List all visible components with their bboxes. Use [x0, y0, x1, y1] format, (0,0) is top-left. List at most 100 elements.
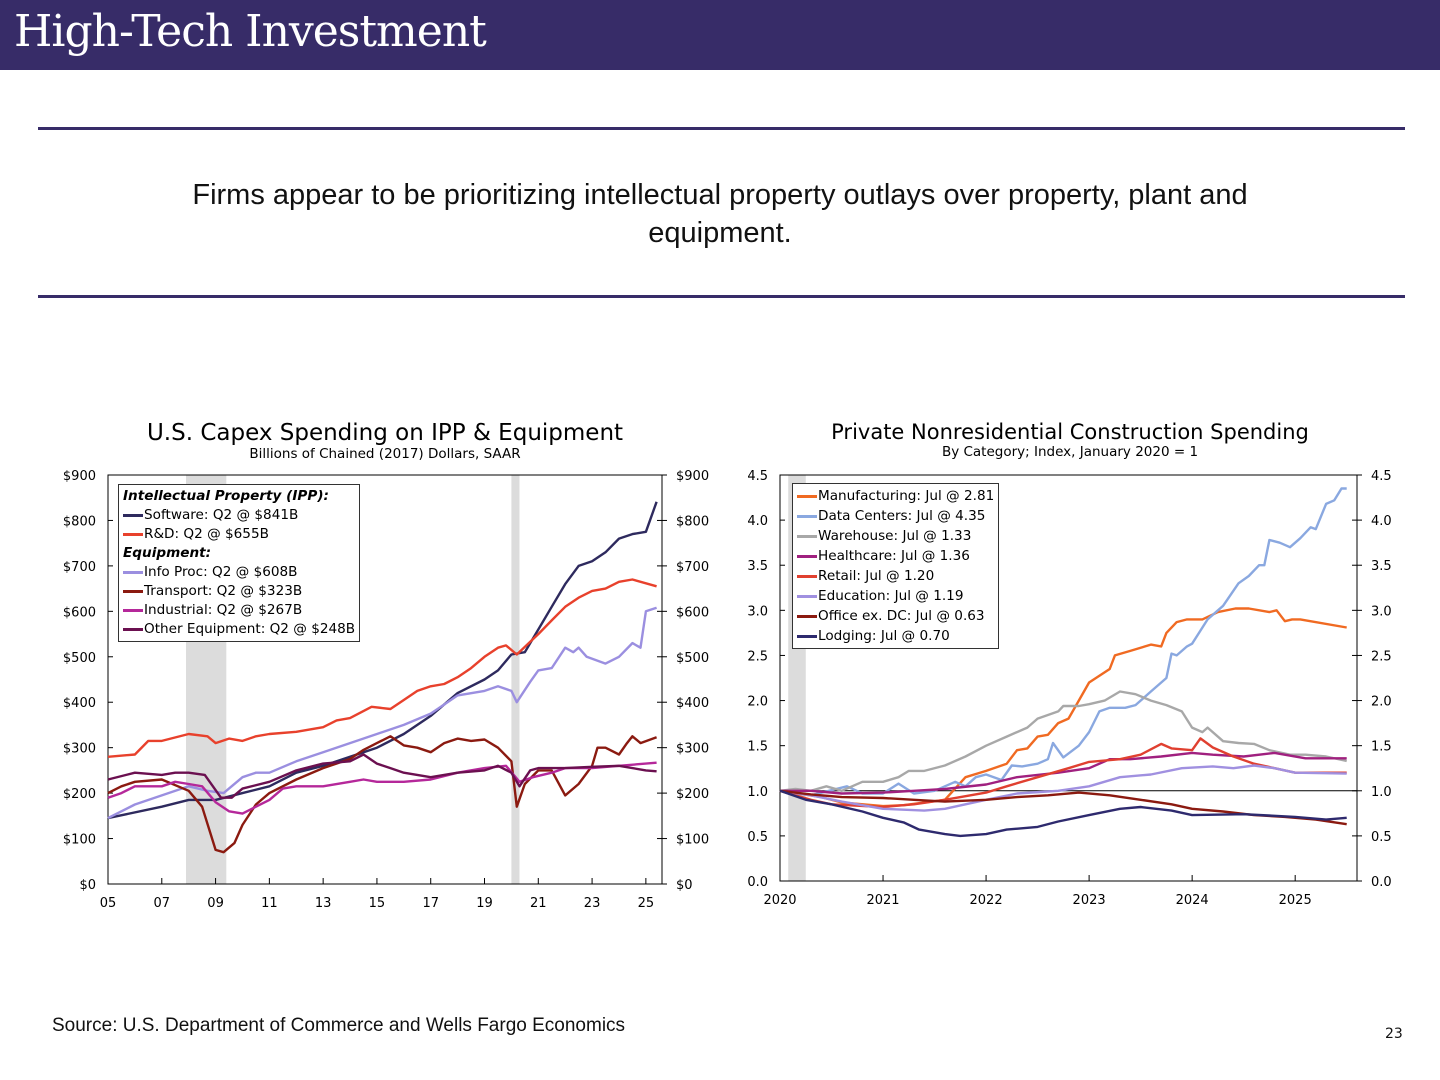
legend-item: Healthcare: Jul @ 1.36 — [797, 546, 994, 566]
legend-swatch — [123, 571, 143, 574]
x-tick-label: 2025 — [1279, 893, 1312, 908]
x-tick-label: 2023 — [1073, 893, 1106, 908]
y-tick-label: $400 — [63, 696, 96, 711]
x-tick-label: 25 — [638, 896, 655, 911]
y-tick-label: 4.5 — [747, 469, 768, 484]
series-line-education — [779, 764, 1347, 812]
y-tick-label: 2.5 — [747, 649, 768, 664]
y-tick-label-right: 1.0 — [1371, 785, 1392, 800]
x-tick-label: 19 — [476, 896, 493, 911]
legend-label: Data Centers: Jul @ 4.35 — [818, 508, 986, 524]
header-bar: High-Tech Investment — [0, 0, 1440, 70]
legend-item: Transport: Q2 @ $323B — [123, 582, 355, 601]
series-line-r-d — [107, 578, 657, 758]
y-tick-label-right: 2.0 — [1371, 695, 1392, 710]
legend-item: Manufacturing: Jul @ 2.81 — [797, 486, 994, 506]
legend-swatch — [797, 574, 817, 578]
y-tick-label: $800 — [63, 514, 96, 529]
legend-swatch — [797, 514, 817, 518]
legend-swatch — [797, 554, 817, 558]
divider-bottom — [38, 295, 1405, 298]
series-line-industrial — [107, 761, 657, 815]
x-tick-label: 17 — [422, 896, 439, 911]
y-tick-label: 1.5 — [747, 740, 768, 755]
legend-label: Education: Jul @ 1.19 — [818, 588, 964, 604]
series-line-retail — [779, 737, 1347, 809]
divider-top — [38, 127, 1405, 130]
y-tick-label-right: $300 — [676, 742, 709, 757]
y-tick-label: $300 — [63, 742, 96, 757]
legend-item: Lodging: Jul @ 0.70 — [797, 626, 994, 646]
source-note: Source: U.S. Department of Commerce and … — [52, 1015, 626, 1036]
legend-label: Healthcare: Jul @ 1.36 — [818, 548, 970, 564]
legend-swatch — [797, 634, 817, 638]
y-tick-label-right: $100 — [676, 833, 709, 848]
legend-swatch — [797, 534, 817, 538]
x-tick-label: 15 — [369, 896, 386, 911]
y-tick-label: 0.0 — [747, 875, 768, 890]
x-tick-label: 2020 — [763, 893, 796, 908]
series-line-manufacturing — [779, 607, 1347, 808]
slide-title: High-Tech Investment — [14, 6, 487, 57]
chart1-title: U.S. Capex Spending on IPP & Equipment — [146, 420, 624, 446]
legend-swatch — [797, 494, 817, 498]
y-tick-label-right: $900 — [676, 469, 709, 484]
legend-group-header: Intellectual Property (IPP): — [123, 488, 329, 504]
series-line-software — [107, 501, 658, 820]
y-tick-label-right: 4.5 — [1371, 469, 1392, 484]
y-tick-label-right: $700 — [676, 560, 709, 575]
series-line-transport — [107, 735, 658, 854]
y-tick-label-right: $200 — [676, 787, 709, 802]
y-tick-label-right: 2.5 — [1371, 649, 1392, 664]
legend-label: Industrial: Q2 @ $267B — [144, 602, 303, 618]
legend-swatch — [797, 594, 817, 598]
y-tick-label: $100 — [63, 833, 96, 848]
legend-label: Office ex. DC: Jul @ 0.63 — [818, 608, 985, 624]
y-tick-label-right: $500 — [676, 651, 709, 666]
legend-item: Other Equipment: Q2 @ $248B — [123, 620, 355, 639]
series-line-other-equipment — [107, 753, 657, 799]
y-tick-label-right: $800 — [676, 514, 709, 529]
legend-swatch — [123, 533, 143, 536]
y-tick-label: $700 — [63, 560, 96, 575]
series-line-info-proc — [107, 606, 657, 820]
y-tick-label: 3.5 — [747, 559, 768, 574]
y-tick-label-right: $0 — [676, 878, 693, 893]
legend-label: Other Equipment: Q2 @ $248B — [144, 621, 356, 637]
y-tick-label-right: 4.0 — [1371, 514, 1392, 529]
y-tick-label: 2.0 — [747, 695, 768, 710]
chart2-legend: Manufacturing: Jul @ 2.81 Data Centers: J… — [792, 483, 1000, 649]
legend-label: Info Proc: Q2 @ $608B — [144, 564, 298, 580]
plot-frame — [107, 474, 663, 885]
legend-item: Industrial: Q2 @ $267B — [123, 601, 355, 620]
chart2-title: Private Nonresidential Construction Spen… — [831, 420, 1309, 444]
legend-item: Software: Q2 @ $841B — [123, 506, 355, 525]
legend-item: Office ex. DC: Jul @ 0.63 — [797, 606, 994, 626]
legend-swatch — [123, 514, 143, 517]
chart1-heading: U.S. Capex Spending on IPP & Equipment B… — [90, 420, 680, 462]
legend-label: Retail: Jul @ 1.20 — [818, 568, 935, 584]
y-tick-label: $900 — [63, 469, 96, 484]
legend-swatch — [797, 614, 817, 618]
series-line-data-centers — [779, 487, 1347, 797]
chart2-subtitle: By Category; Index, January 2020 = 1 — [941, 444, 1199, 460]
y-tick-label-right: 3.0 — [1371, 604, 1392, 619]
x-tick-label: 13 — [315, 896, 332, 911]
x-tick-label: 07 — [154, 896, 171, 911]
legend-item: Data Centers: Jul @ 4.35 — [797, 506, 994, 526]
legend-item: R&D: Q2 @ $655B — [123, 525, 355, 544]
legend-item: Retail: Jul @ 1.20 — [797, 566, 994, 586]
series-line-lodging — [779, 789, 1347, 838]
y-tick-label: $0 — [79, 878, 96, 893]
y-tick-label: 0.5 — [747, 830, 768, 845]
y-tick-label: $500 — [63, 651, 96, 666]
legend-label: Warehouse: Jul @ 1.33 — [818, 528, 972, 544]
y-tick-label-right: $400 — [676, 696, 709, 711]
x-tick-label: 11 — [261, 896, 278, 911]
chart1-subtitle: Billions of Chained (2017) Dollars, SAAR — [249, 446, 521, 462]
y-tick-label-right: 0.0 — [1371, 875, 1392, 890]
x-tick-label: 21 — [530, 896, 547, 911]
y-tick-label-right: 0.5 — [1371, 830, 1392, 845]
y-tick-label: 3.0 — [747, 604, 768, 619]
y-tick-label-right: $600 — [676, 605, 709, 620]
